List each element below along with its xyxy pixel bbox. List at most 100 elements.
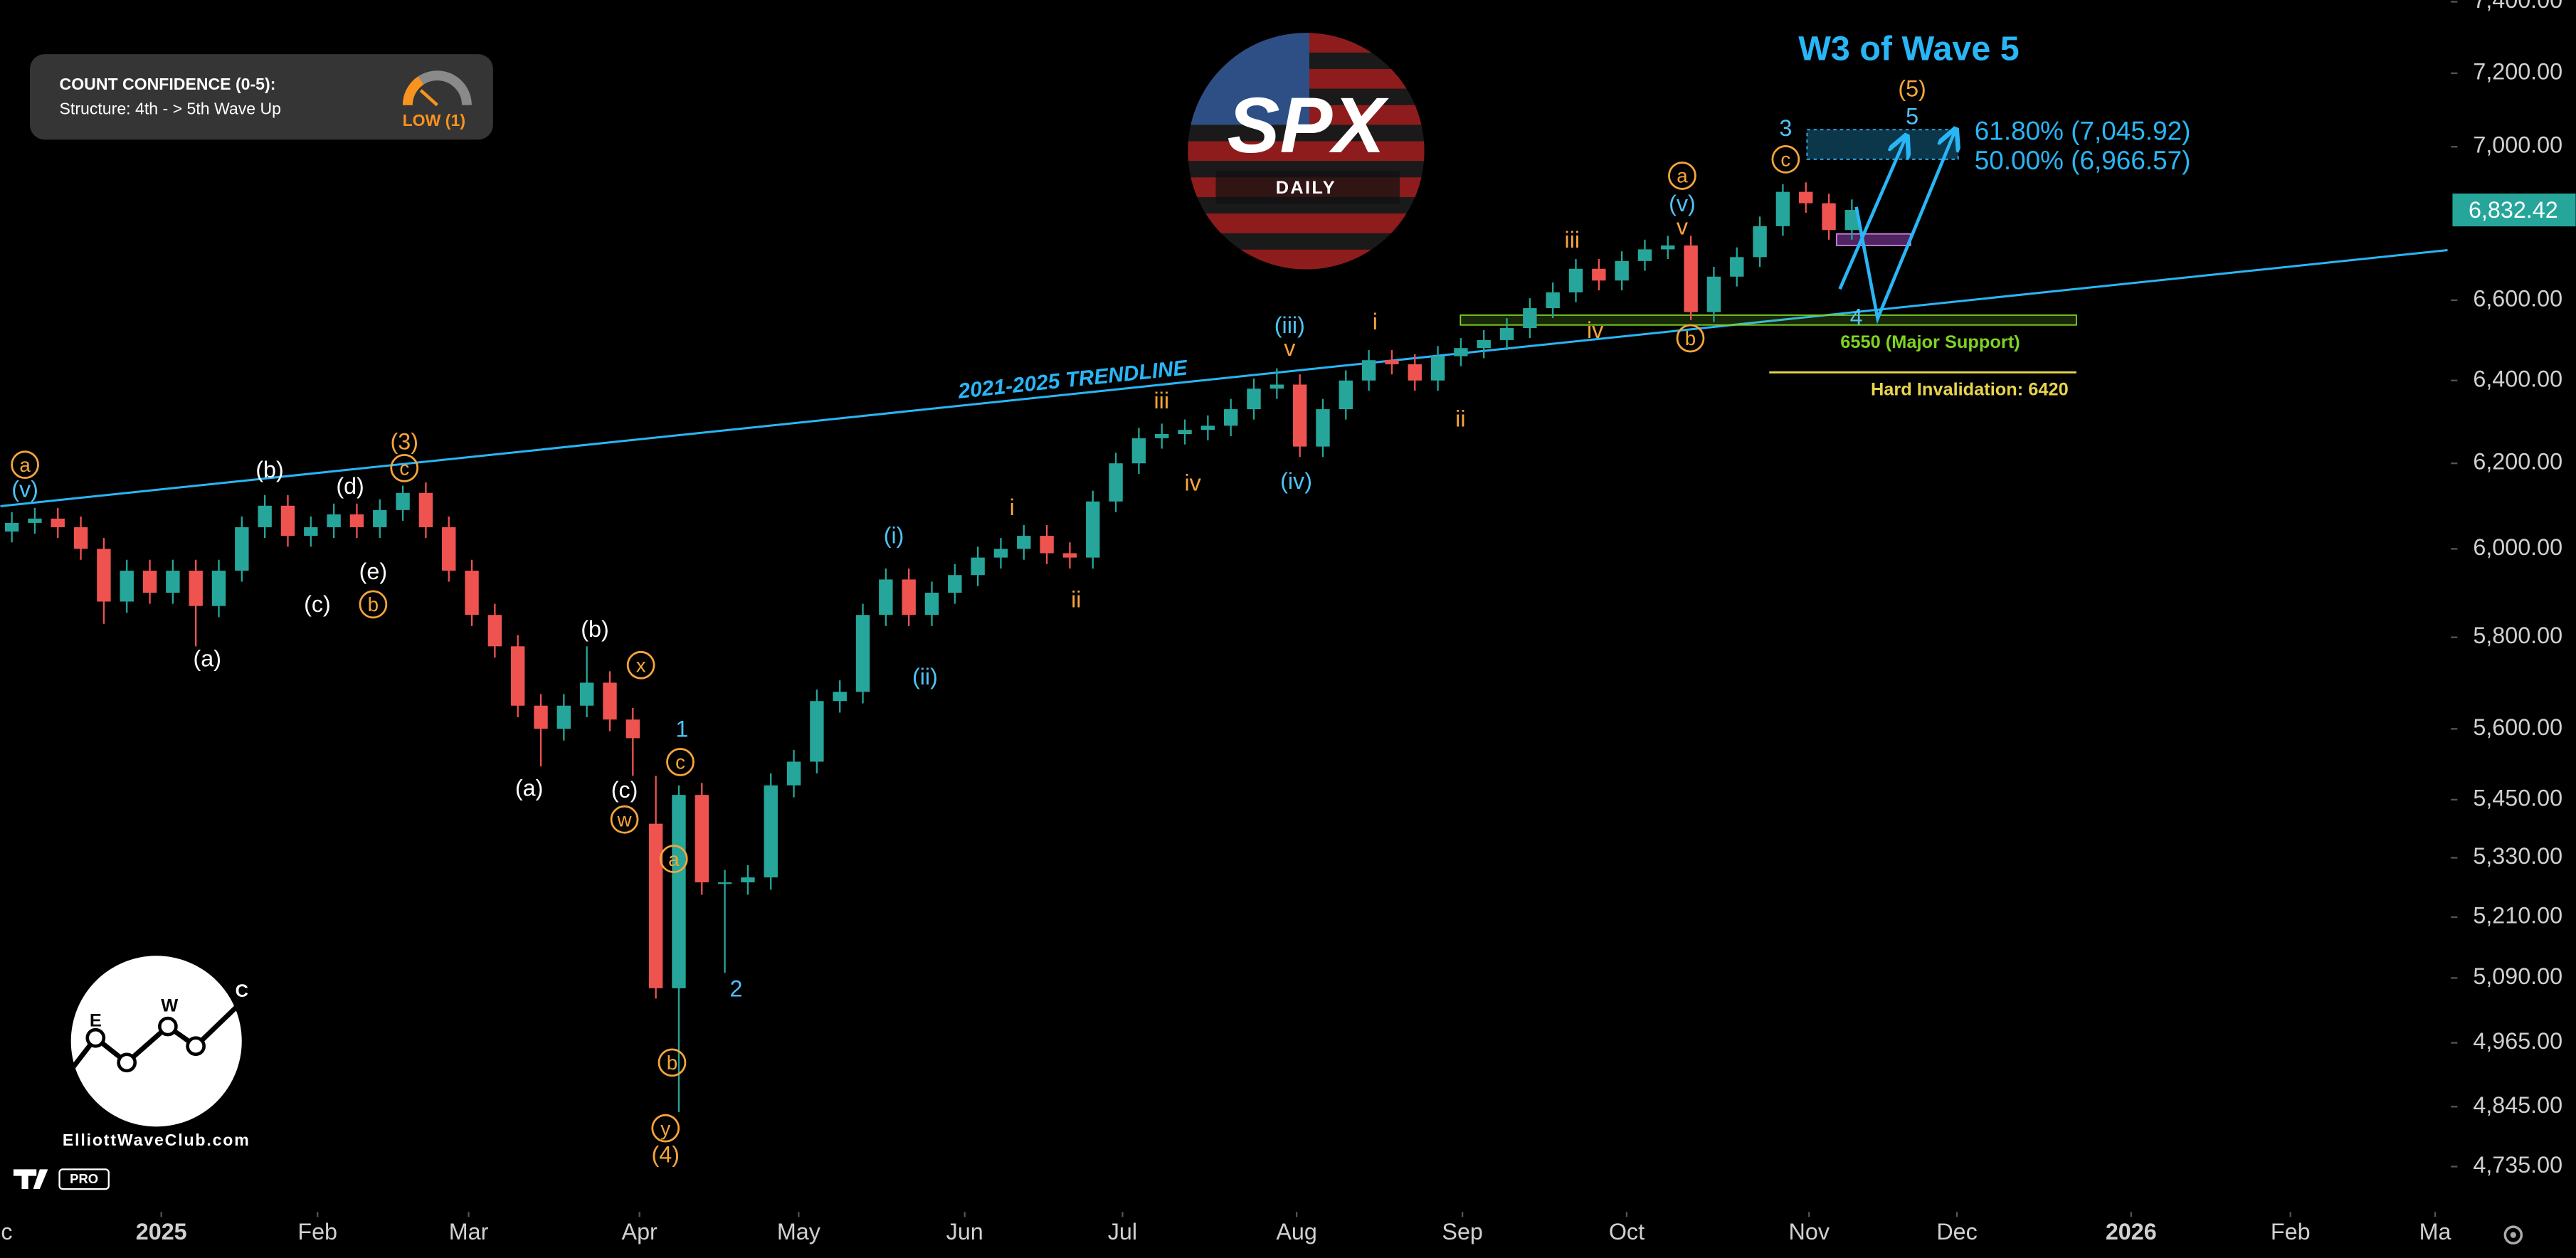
candle-body	[166, 571, 180, 593]
candle-body	[97, 549, 111, 602]
candle-body	[1017, 536, 1031, 549]
candle-body	[603, 682, 617, 720]
highlight-zone	[1835, 233, 1911, 246]
candle-body	[1223, 409, 1238, 426]
annotation-circle	[658, 1048, 687, 1077]
y-tick-label: 5,090.00	[2473, 963, 2562, 989]
x-tick-label: Aug	[1276, 1219, 1316, 1244]
brand-node	[117, 1052, 137, 1073]
gauge-fill	[402, 76, 424, 106]
candle-body	[902, 579, 916, 615]
logo-stripe	[1188, 213, 1425, 233]
candle-body	[1822, 203, 1836, 231]
annotation-circle	[1668, 162, 1696, 190]
annotation-circle	[359, 590, 388, 619]
candle-body	[534, 705, 548, 729]
wave-label: 3	[1779, 115, 1792, 141]
x-tick-label: Sep	[1442, 1219, 1482, 1244]
candle-body	[1454, 348, 1468, 356]
candle-body	[741, 877, 755, 883]
x-tick-label: Oct	[1609, 1219, 1645, 1244]
wave-label: v	[1677, 213, 1689, 239]
candle-body	[1339, 380, 1353, 410]
wave-label: iii	[1154, 388, 1170, 413]
wave-label: (iv)	[1280, 468, 1312, 494]
candle-body	[1546, 292, 1560, 309]
y-tick-label: 6,600.00	[2473, 285, 2562, 311]
candle-body	[1247, 388, 1261, 410]
candle-body	[487, 615, 502, 647]
candle-body	[1684, 245, 1698, 312]
y-tick-label: 4,965.00	[2473, 1028, 2562, 1054]
candle-body	[396, 492, 410, 510]
y-tick-label: 7,400.00	[2473, 0, 2562, 13]
wave-label: (e)	[359, 559, 387, 584]
x-tick-label: 2026	[2106, 1219, 2157, 1244]
wave-label: i	[1373, 309, 1378, 334]
wave-label: w	[617, 808, 633, 830]
annotation-circle	[626, 650, 655, 680]
candle-body	[1062, 553, 1077, 558]
x-tick-label: 2025	[136, 1219, 187, 1244]
wave-label: b	[667, 1052, 677, 1074]
wave-label: iv	[1184, 470, 1201, 495]
candle-body	[1086, 501, 1100, 558]
wave-label: 4	[1850, 304, 1863, 329]
candle-body	[855, 615, 870, 692]
wave-label: (c)	[304, 591, 331, 617]
candle-body	[1385, 360, 1399, 364]
candle-body	[1155, 434, 1169, 438]
support-zone	[1459, 314, 2077, 326]
brand-letter: E	[90, 1010, 102, 1030]
y-tick-label: 7,000.00	[2473, 132, 2562, 158]
x-tick-label: Jun	[946, 1219, 983, 1244]
logo-timeframe: DAILY	[1276, 178, 1336, 198]
annotation-circle	[1676, 324, 1705, 353]
settings-icon[interactable]	[2503, 1225, 2523, 1244]
candle-body	[764, 785, 778, 878]
structure-text: Structure: 4th - > 5th Wave Up	[60, 100, 281, 118]
brand-node	[186, 1036, 206, 1057]
candle-body	[1615, 260, 1629, 281]
wave-label: (ii)	[912, 664, 938, 689]
candle-body	[1131, 438, 1146, 464]
y-tick-label: 5,330.00	[2473, 843, 2562, 869]
invalidation-label: Hard Invalidation: 6420	[1871, 379, 2069, 399]
candle-body	[1499, 328, 1514, 340]
wave-label: (d)	[336, 473, 364, 499]
wave-label: (b)	[581, 616, 608, 642]
candle-body	[1730, 257, 1744, 277]
x-tick-label: Dec	[0, 1219, 13, 1244]
y-tick-label: 6,200.00	[2473, 449, 2562, 475]
y-tick-label: 5,210.00	[2473, 903, 2562, 929]
wave-label: (4)	[651, 1141, 679, 1167]
wave-label: (3)	[391, 429, 418, 455]
x-tick-label: Dec	[1936, 1219, 1977, 1244]
candle-body	[51, 518, 65, 527]
wave-label: c	[1780, 149, 1790, 171]
brand-site: ElliottWaveClub.com	[63, 1131, 250, 1149]
candle-body	[1637, 249, 1652, 261]
wave-label: ii	[1071, 586, 1081, 612]
candle-body	[1292, 384, 1307, 447]
plot-area	[0, 129, 2448, 1112]
target-label: 50.00% (6,966.57)	[1975, 146, 2191, 175]
candle-body	[280, 505, 295, 536]
annotation-circle	[666, 748, 695, 776]
settings-icon-center	[2510, 1232, 2516, 1238]
annotation-circle	[610, 805, 639, 834]
candle-body	[1775, 191, 1790, 226]
candle-body	[1592, 268, 1606, 281]
wave-label: b	[1685, 327, 1696, 349]
candle-body	[189, 571, 203, 606]
x-tick-label: Ma	[2419, 1219, 2451, 1244]
wave-label: a	[668, 848, 680, 870]
wave-label: (c)	[611, 777, 638, 803]
candle-body	[948, 575, 962, 593]
candle-body	[73, 527, 88, 549]
wave-label: a	[19, 454, 31, 476]
y-tick-label: 5,450.00	[2473, 785, 2562, 810]
support-label: 6550 (Major Support)	[1840, 332, 2020, 352]
